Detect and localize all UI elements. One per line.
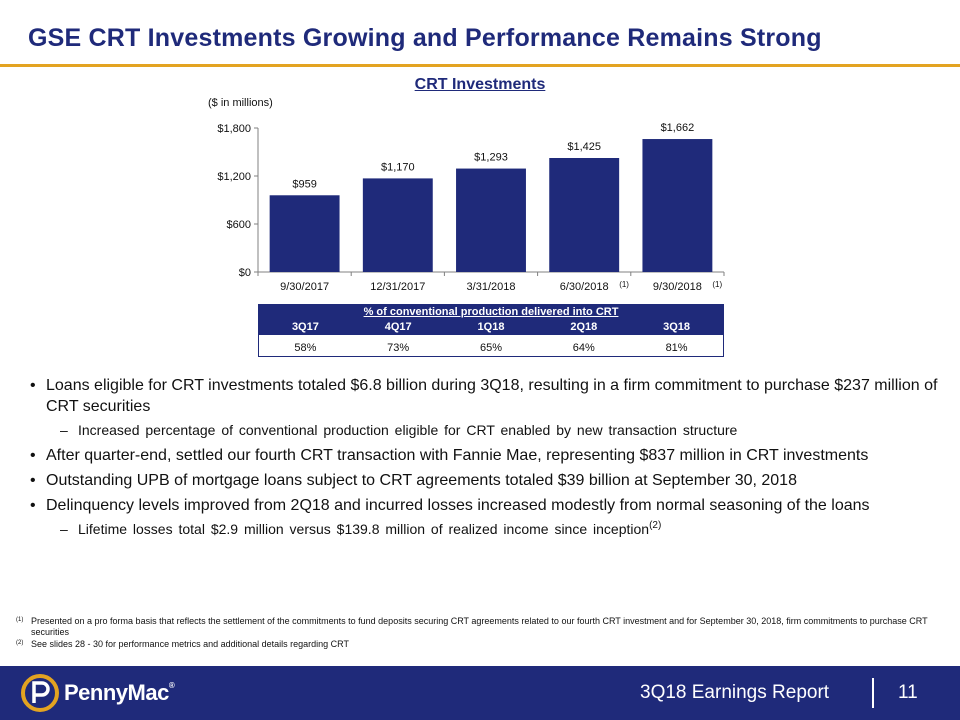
footnote: (1) Presented on a pro forma basis that …: [16, 616, 946, 638]
bullet-item: Loans eligible for CRT investments total…: [28, 375, 940, 417]
footer-divider: [872, 678, 874, 708]
footnote-mark: (1): [16, 617, 24, 623]
report-label: 3Q18 Earnings Report: [640, 682, 830, 703]
y-tick-label: $0: [239, 267, 251, 279]
footnote-text: See slides 28 - 30 for performance metri…: [31, 639, 349, 649]
bar-data-label: $1,425: [567, 141, 601, 153]
sub-bullet-item: Lifetime losses total $2.9 million versu…: [28, 520, 940, 539]
bullet-item: Delinquency levels improved from 2Q18 an…: [28, 495, 940, 516]
title-divider: [0, 64, 960, 67]
bar: [549, 158, 620, 272]
bar-data-label: $1,662: [661, 122, 695, 134]
page-title: GSE CRT Investments Growing and Performa…: [28, 24, 822, 52]
table-header-cell: 2Q18: [570, 321, 598, 333]
table-header-cell: 3Q17: [291, 321, 319, 333]
brand-name: PennyMac®: [64, 680, 175, 706]
bar: [642, 139, 713, 272]
x-tick-label: 6/30/2018: [560, 281, 609, 293]
y-tick-label: $1,200: [217, 171, 251, 183]
crt-table-value-row: 58% 73% 65% 64% 81%: [259, 342, 723, 354]
x-tick-label: 9/30/2017: [280, 281, 329, 293]
table-cell: 65%: [479, 342, 502, 354]
pennymac-logo-icon: [21, 674, 59, 712]
page-number: 11: [898, 682, 918, 703]
table-cell: 58%: [294, 342, 317, 354]
chart-title: CRT Investments: [414, 76, 546, 93]
pennymac-logo: PennyMac®: [20, 672, 175, 714]
x-tick-footnote: (1): [712, 280, 722, 289]
y-tick-label: $1,800: [217, 123, 251, 135]
bar-data-label: $1,293: [474, 152, 508, 164]
bar: [456, 168, 526, 272]
brand-registered-mark: ®: [168, 681, 175, 690]
sub-bullet-item: Increased percentage of conventional pro…: [28, 421, 940, 440]
bullet-item: After quarter-end, settled our fourth CR…: [28, 445, 940, 466]
table-cell: 73%: [387, 342, 410, 354]
bar: [269, 195, 340, 272]
x-tick-label: 9/30/2018: [653, 281, 702, 293]
footer-bar: PennyMac® 3Q18 Earnings Report 11: [0, 666, 960, 720]
table-header-cell: 4Q17: [384, 321, 412, 333]
y-tick-label: $600: [227, 219, 251, 231]
footnote-text: Presented on a pro forma basis that refl…: [31, 616, 928, 637]
crt-delivery-table: % of conventional production delivered i…: [258, 304, 724, 357]
sub-bullet-text: Lifetime losses total $2.9 million versu…: [78, 521, 650, 537]
footnotes: (1) Presented on a pro forma basis that …: [16, 616, 946, 651]
crt-table-header: % of conventional production delivered i…: [259, 305, 723, 335]
table-cell: 81%: [665, 342, 688, 354]
x-tick-label: 12/31/2017: [370, 281, 425, 293]
footnote-ref: (2): [649, 520, 662, 531]
table-cell: 64%: [572, 342, 595, 354]
bar-data-label: $1,170: [381, 161, 415, 173]
bar: [362, 178, 433, 272]
table-header-cell: 1Q18: [477, 321, 505, 333]
bullet-item: Outstanding UPB of mortgage loans subjec…: [28, 470, 940, 491]
crt-table-caption: % of conventional production delivered i…: [363, 306, 619, 318]
brand-text: PennyMac: [64, 680, 169, 705]
chart-units-label: ($ in millions): [208, 97, 273, 109]
crt-table-header-row: 3Q17 4Q17 1Q18 2Q18 3Q18: [259, 321, 723, 333]
table-header-cell: 3Q18: [663, 321, 691, 333]
footnote: (2) See slides 28 - 30 for performance m…: [16, 639, 946, 650]
bullet-list: Loans eligible for CRT investments total…: [28, 375, 940, 544]
footnote-mark: (2): [16, 640, 24, 646]
x-tick-label: 3/31/2018: [467, 281, 516, 293]
x-tick-footnote: (1): [619, 280, 629, 289]
bar-data-label: $959: [292, 178, 316, 190]
crt-investments-chart: $0 $600 $1,200 $1,800 $959 9/30/2017 $1,170 12/…: [217, 122, 725, 293]
